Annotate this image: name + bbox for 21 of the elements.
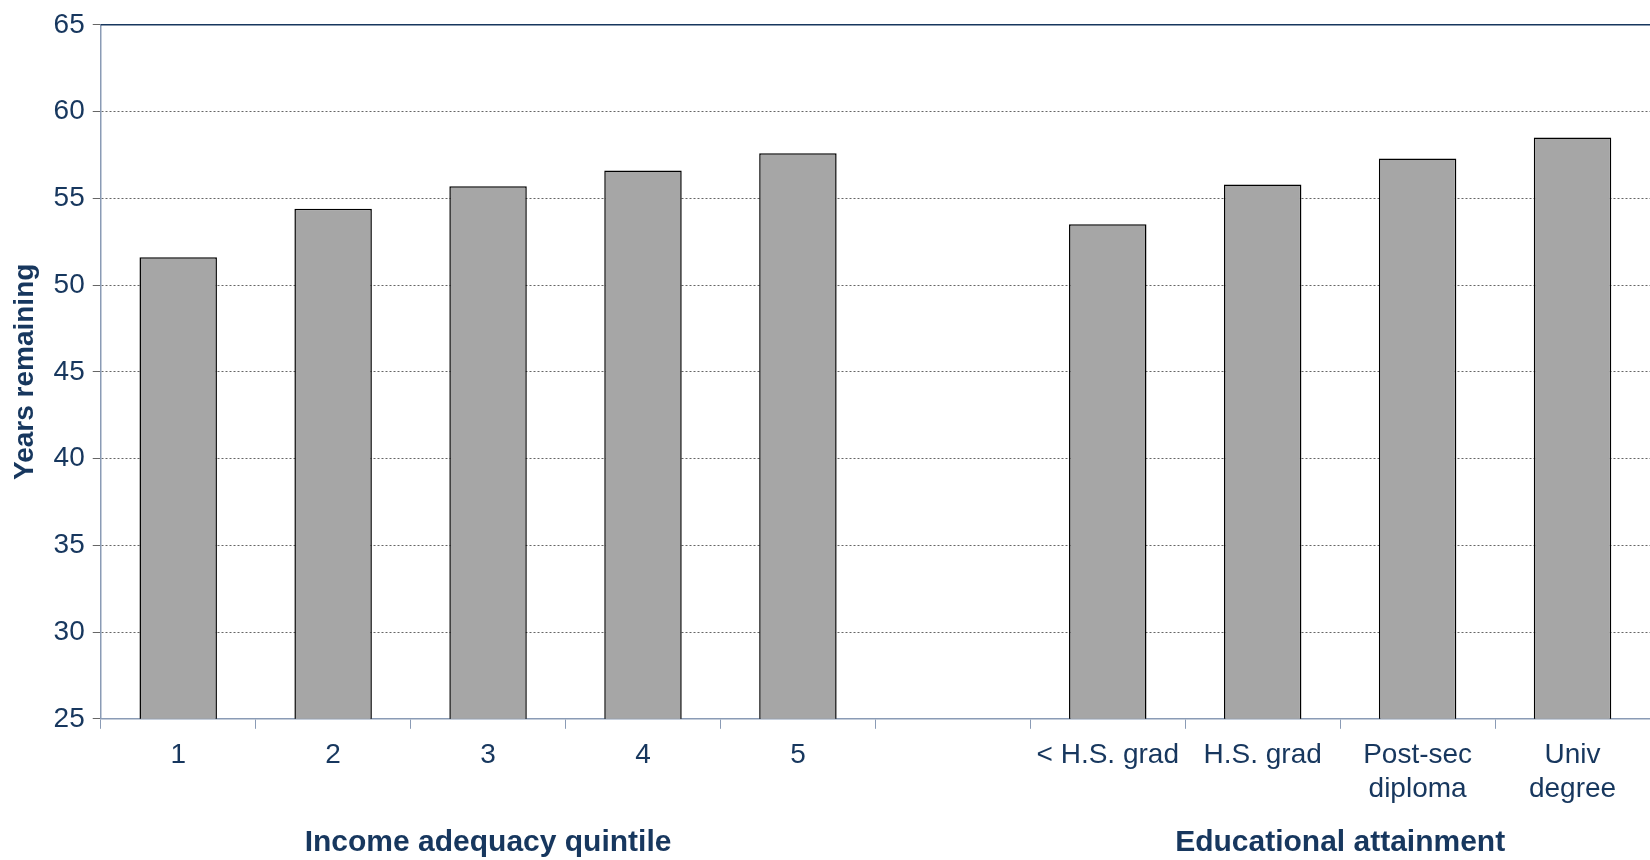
y-tick-label: 55: [53, 181, 85, 213]
x-tick-label: Univ degree: [1528, 738, 1617, 803]
y-tick-label: 35: [53, 528, 85, 560]
text: Educational attainment: [1175, 824, 1506, 858]
y-tick-label: 40: [53, 441, 85, 473]
x-tick-label: Post-sec diploma: [1363, 738, 1473, 803]
y-tick-label: 50: [53, 267, 85, 299]
x-tick-label: 1: [170, 738, 186, 770]
x-tick-label: H.S. grad: [1203, 738, 1322, 770]
y-tick-label: 65: [53, 7, 85, 39]
x-tick-label: 5: [790, 738, 806, 770]
y-tick-label: 60: [53, 94, 85, 126]
text: Income adequacy quintile: [304, 824, 672, 858]
x-tick-label: 2: [325, 738, 341, 770]
y-axis-title: Years remaining: [7, 263, 39, 480]
x-tick-label: < H.S. grad: [1036, 738, 1179, 770]
x-tick-label: 4: [635, 738, 651, 770]
x-tick-label: 3: [480, 738, 496, 770]
y-tick-label: 30: [53, 614, 85, 646]
y-tick-label: 25: [53, 701, 85, 733]
y-tick-label: 45: [53, 354, 85, 386]
